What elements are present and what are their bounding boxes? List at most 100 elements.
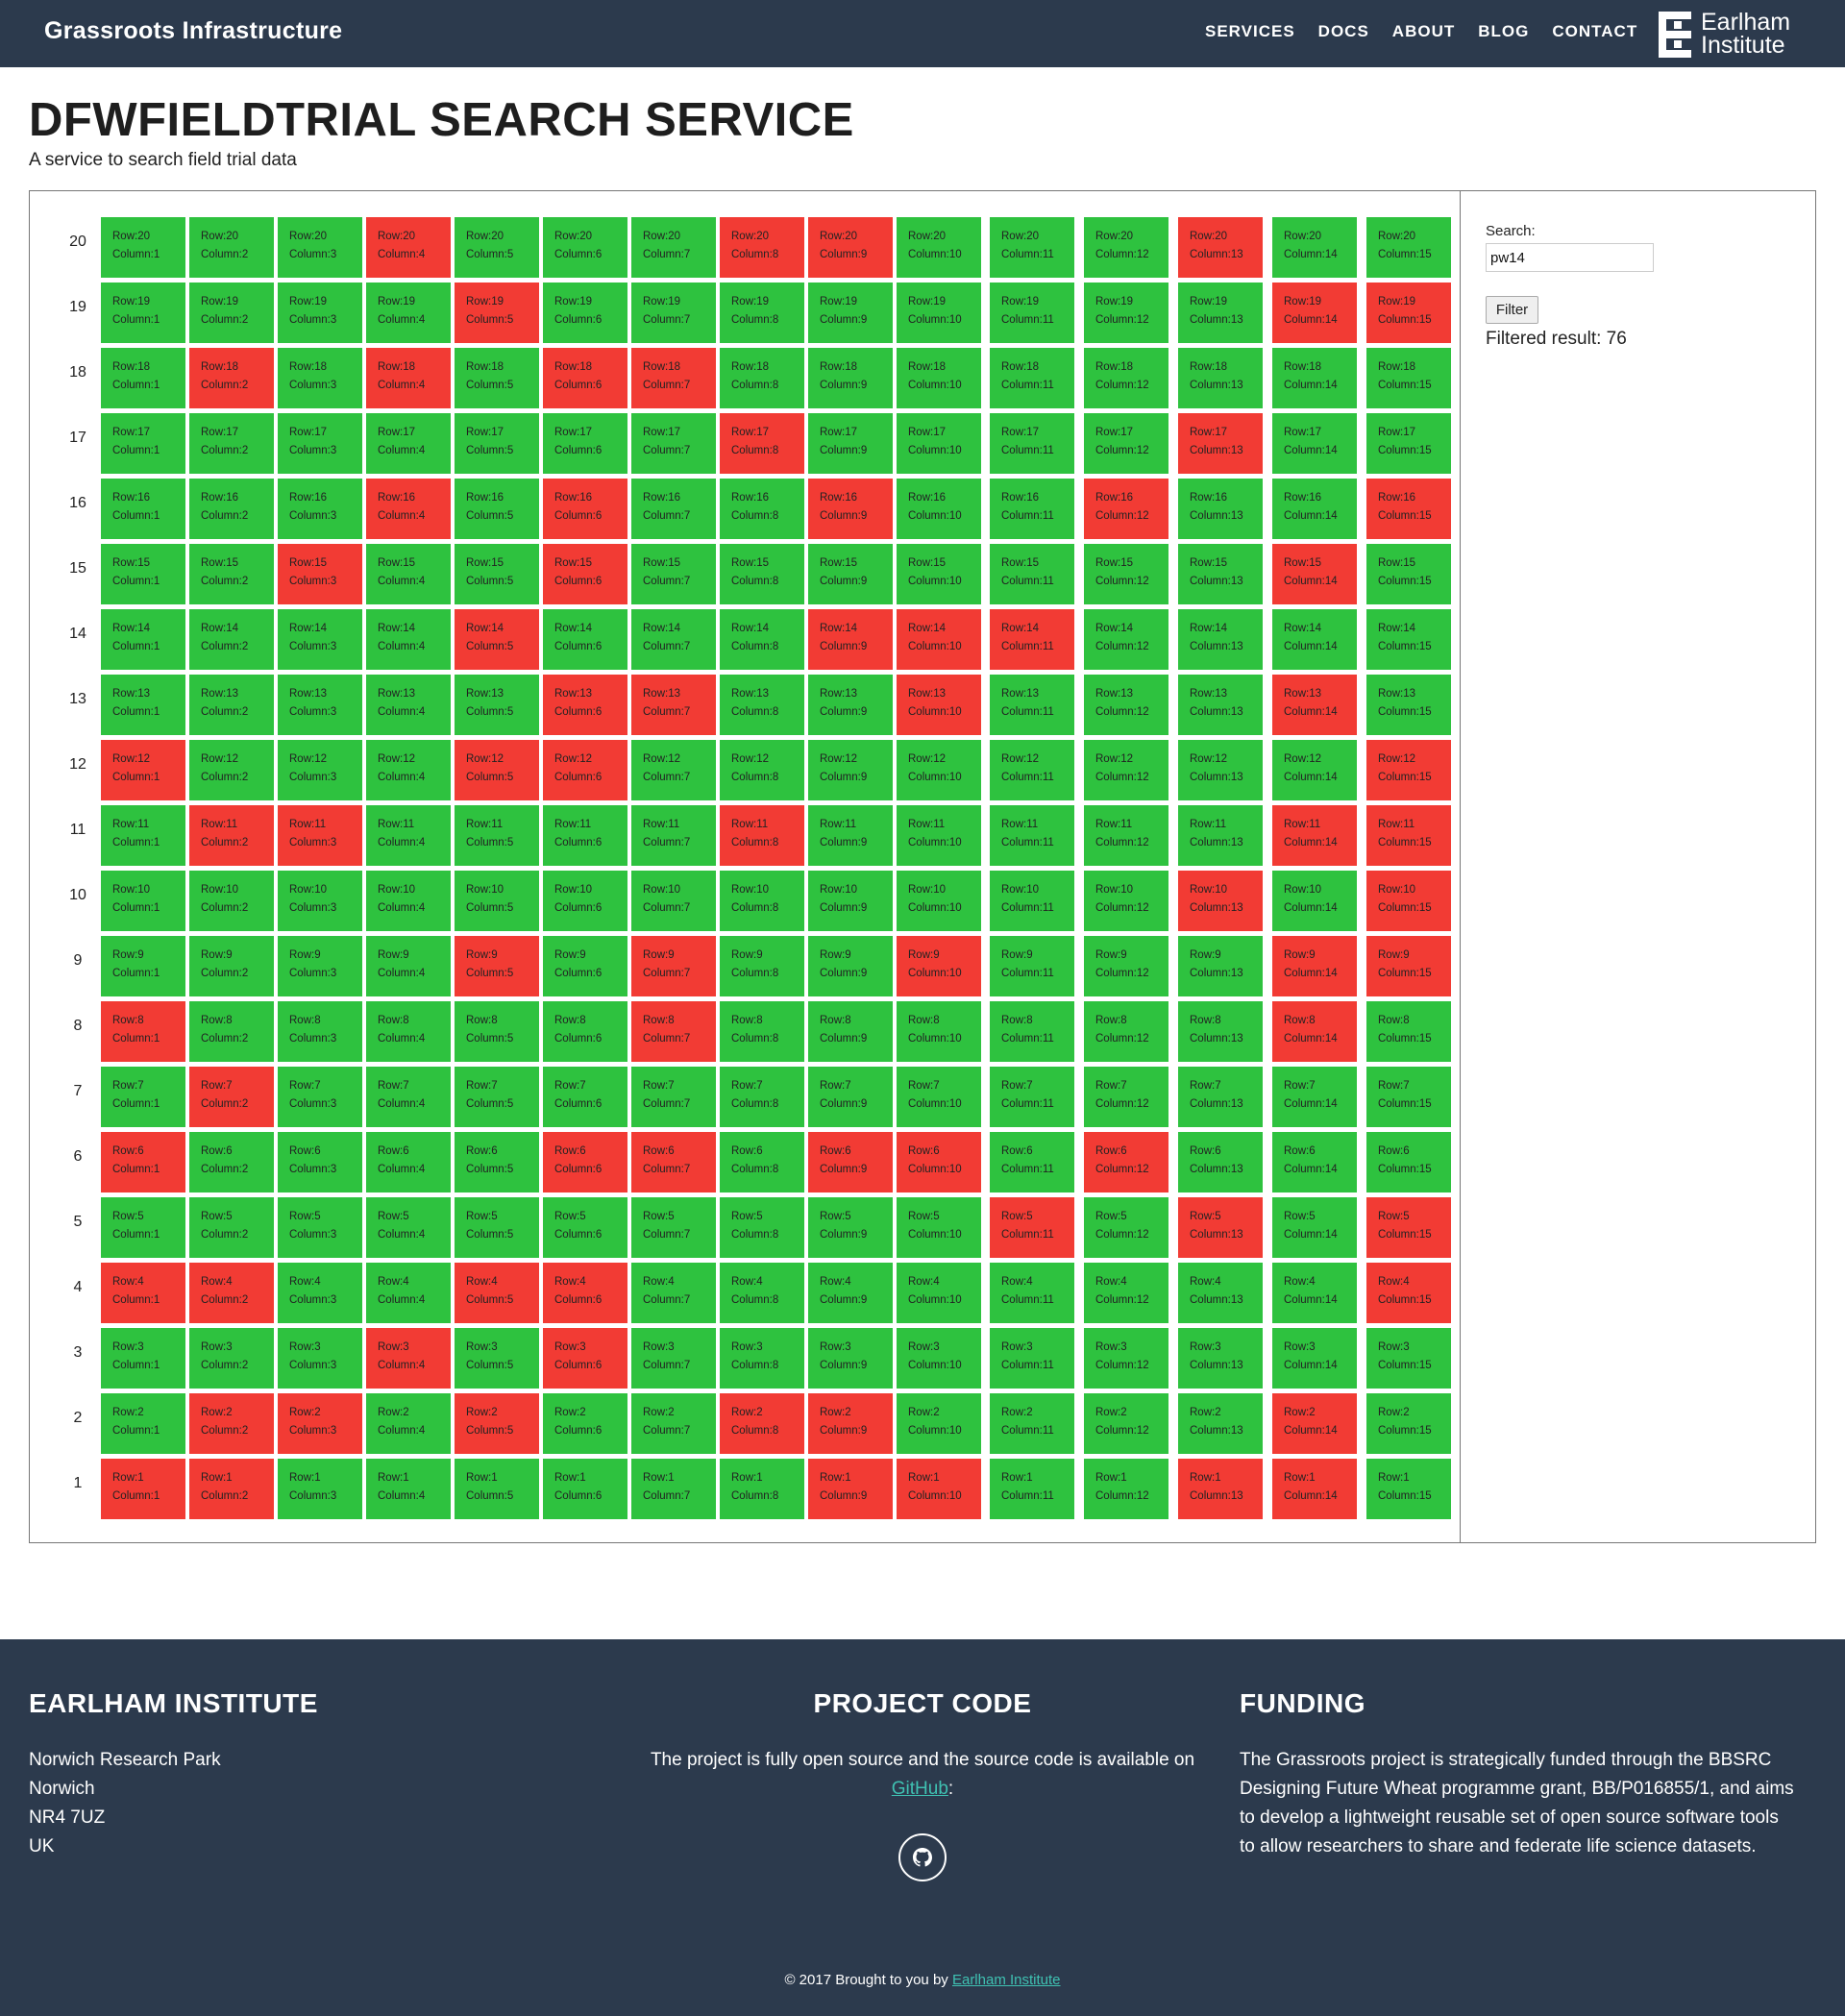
plot-cell[interactable]: Row:13 Column:2 xyxy=(189,675,274,735)
plot-cell[interactable]: Row:1 Column:7 xyxy=(631,1459,716,1519)
plot-cell[interactable]: Row:8 Column:10 xyxy=(897,1001,981,1062)
plot-cell[interactable]: Row:9 Column:1 xyxy=(101,936,185,996)
plot-cell[interactable]: Row:1 Column:2 xyxy=(189,1459,274,1519)
plot-cell[interactable]: Row:9 Column:15 xyxy=(1366,936,1451,996)
plot-cell[interactable]: Row:13 Column:11 xyxy=(990,675,1074,735)
plot-cell[interactable]: Row:11 Column:5 xyxy=(455,805,539,866)
plot-cell[interactable]: Row:10 Column:14 xyxy=(1272,871,1357,931)
plot-cell[interactable]: Row:13 Column:9 xyxy=(808,675,893,735)
earlham-logo[interactable]: Earlham Institute xyxy=(1659,10,1805,58)
plot-cell[interactable]: Row:7 Column:6 xyxy=(543,1067,627,1127)
plot-cell[interactable]: Row:7 Column:3 xyxy=(278,1067,362,1127)
plot-cell[interactable]: Row:3 Column:15 xyxy=(1366,1328,1451,1389)
plot-cell[interactable]: Row:16 Column:4 xyxy=(366,479,451,539)
plot-cell[interactable]: Row:2 Column:13 xyxy=(1178,1393,1263,1454)
plot-cell[interactable]: Row:16 Column:3 xyxy=(278,479,362,539)
plot-cell[interactable]: Row:5 Column:12 xyxy=(1084,1197,1168,1258)
plot-cell[interactable]: Row:13 Column:12 xyxy=(1084,675,1168,735)
plot-cell[interactable]: Row:6 Column:10 xyxy=(897,1132,981,1192)
plot-cell[interactable]: Row:11 Column:9 xyxy=(808,805,893,866)
plot-cell[interactable]: Row:3 Column:10 xyxy=(897,1328,981,1389)
github-button[interactable] xyxy=(898,1833,947,1881)
plot-cell[interactable]: Row:14 Column:11 xyxy=(990,609,1074,670)
plot-cell[interactable]: Row:1 Column:12 xyxy=(1084,1459,1168,1519)
plot-cell[interactable]: Row:18 Column:1 xyxy=(101,348,185,408)
plot-cell[interactable]: Row:18 Column:14 xyxy=(1272,348,1357,408)
plot-cell[interactable]: Row:20 Column:14 xyxy=(1272,217,1357,278)
plot-cell[interactable]: Row:2 Column:3 xyxy=(278,1393,362,1454)
plot-cell[interactable]: Row:17 Column:12 xyxy=(1084,413,1168,474)
plot-cell[interactable]: Row:10 Column:3 xyxy=(278,871,362,931)
plot-cell[interactable]: Row:4 Column:3 xyxy=(278,1263,362,1323)
plot-cell[interactable]: Row:8 Column:8 xyxy=(720,1001,804,1062)
plot-cell[interactable]: Row:3 Column:2 xyxy=(189,1328,274,1389)
plot-cell[interactable]: Row:9 Column:3 xyxy=(278,936,362,996)
plot-cell[interactable]: Row:5 Column:13 xyxy=(1178,1197,1263,1258)
plot-cell[interactable]: Row:5 Column:15 xyxy=(1366,1197,1451,1258)
plot-cell[interactable]: Row:2 Column:4 xyxy=(366,1393,451,1454)
plot-cell[interactable]: Row:14 Column:6 xyxy=(543,609,627,670)
plot-cell[interactable]: Row:8 Column:9 xyxy=(808,1001,893,1062)
plot-cell[interactable]: Row:18 Column:3 xyxy=(278,348,362,408)
plot-cell[interactable]: Row:17 Column:1 xyxy=(101,413,185,474)
plot-cell[interactable]: Row:7 Column:8 xyxy=(720,1067,804,1127)
plot-cell[interactable]: Row:19 Column:5 xyxy=(455,283,539,343)
plot-cell[interactable]: Row:1 Column:3 xyxy=(278,1459,362,1519)
plot-cell[interactable]: Row:2 Column:6 xyxy=(543,1393,627,1454)
github-link[interactable]: GitHub xyxy=(891,1779,948,1799)
plot-cell[interactable]: Row:8 Column:2 xyxy=(189,1001,274,1062)
plot-cell[interactable]: Row:6 Column:13 xyxy=(1178,1132,1263,1192)
plot-cell[interactable]: Row:10 Column:1 xyxy=(101,871,185,931)
plot-cell[interactable]: Row:8 Column:5 xyxy=(455,1001,539,1062)
plot-cell[interactable]: Row:4 Column:11 xyxy=(990,1263,1074,1323)
plot-cell[interactable]: Row:11 Column:7 xyxy=(631,805,716,866)
plot-cell[interactable]: Row:5 Column:3 xyxy=(278,1197,362,1258)
plot-cell[interactable]: Row:16 Column:15 xyxy=(1366,479,1451,539)
plot-cell[interactable]: Row:12 Column:10 xyxy=(897,740,981,800)
plot-cell[interactable]: Row:6 Column:6 xyxy=(543,1132,627,1192)
plot-cell[interactable]: Row:18 Column:4 xyxy=(366,348,451,408)
plot-cell[interactable]: Row:6 Column:8 xyxy=(720,1132,804,1192)
plot-cell[interactable]: Row:19 Column:15 xyxy=(1366,283,1451,343)
plot-cell[interactable]: Row:10 Column:7 xyxy=(631,871,716,931)
plot-cell[interactable]: Row:8 Column:14 xyxy=(1272,1001,1357,1062)
plot-cell[interactable]: Row:18 Column:7 xyxy=(631,348,716,408)
plot-cell[interactable]: Row:11 Column:8 xyxy=(720,805,804,866)
plot-cell[interactable]: Row:14 Column:13 xyxy=(1178,609,1263,670)
plot-cell[interactable]: Row:1 Column:10 xyxy=(897,1459,981,1519)
plot-cell[interactable]: Row:1 Column:1 xyxy=(101,1459,185,1519)
plot-cell[interactable]: Row:19 Column:1 xyxy=(101,283,185,343)
plot-cell[interactable]: Row:2 Column:12 xyxy=(1084,1393,1168,1454)
plot-cell[interactable]: Row:19 Column:4 xyxy=(366,283,451,343)
plot-cell[interactable]: Row:12 Column:8 xyxy=(720,740,804,800)
plot-cell[interactable]: Row:20 Column:8 xyxy=(720,217,804,278)
plot-cell[interactable]: Row:4 Column:7 xyxy=(631,1263,716,1323)
plot-cell[interactable]: Row:20 Column:10 xyxy=(897,217,981,278)
plot-cell[interactable]: Row:4 Column:4 xyxy=(366,1263,451,1323)
plot-cell[interactable]: Row:12 Column:3 xyxy=(278,740,362,800)
filter-button[interactable]: Filter xyxy=(1486,296,1538,324)
plot-cell[interactable]: Row:11 Column:11 xyxy=(990,805,1074,866)
plot-cell[interactable]: Row:14 Column:4 xyxy=(366,609,451,670)
plot-cell[interactable]: Row:12 Column:7 xyxy=(631,740,716,800)
plot-cell[interactable]: Row:9 Column:8 xyxy=(720,936,804,996)
plot-cell[interactable]: Row:1 Column:4 xyxy=(366,1459,451,1519)
plot-cell[interactable]: Row:7 Column:12 xyxy=(1084,1067,1168,1127)
plot-cell[interactable]: Row:1 Column:15 xyxy=(1366,1459,1451,1519)
plot-cell[interactable]: Row:17 Column:10 xyxy=(897,413,981,474)
plot-cell[interactable]: Row:4 Column:6 xyxy=(543,1263,627,1323)
plot-cell[interactable]: Row:14 Column:9 xyxy=(808,609,893,670)
plot-cell[interactable]: Row:5 Column:9 xyxy=(808,1197,893,1258)
plot-cell[interactable]: Row:10 Column:10 xyxy=(897,871,981,931)
plot-cell[interactable]: Row:8 Column:4 xyxy=(366,1001,451,1062)
plot-cell[interactable]: Row:12 Column:5 xyxy=(455,740,539,800)
plot-cell[interactable]: Row:15 Column:13 xyxy=(1178,544,1263,604)
plot-cell[interactable]: Row:18 Column:13 xyxy=(1178,348,1263,408)
nav-about[interactable]: ABOUT xyxy=(1391,22,1456,40)
plot-cell[interactable]: Row:7 Column:14 xyxy=(1272,1067,1357,1127)
plot-cell[interactable]: Row:15 Column:2 xyxy=(189,544,274,604)
plot-cell[interactable]: Row:5 Column:11 xyxy=(990,1197,1074,1258)
plot-cell[interactable]: Row:17 Column:13 xyxy=(1178,413,1263,474)
plot-cell[interactable]: Row:4 Column:13 xyxy=(1178,1263,1263,1323)
plot-cell[interactable]: Row:1 Column:8 xyxy=(720,1459,804,1519)
